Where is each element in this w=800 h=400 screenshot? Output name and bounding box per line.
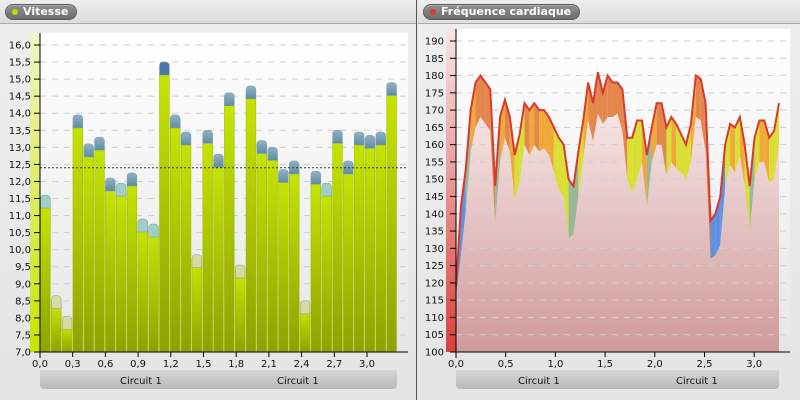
svg-text:1,5: 1,5: [196, 359, 212, 370]
svg-text:0,9: 0,9: [130, 359, 146, 370]
svg-text:0,3: 0,3: [65, 359, 81, 370]
heart-xaxis-band: [456, 370, 779, 389]
svg-text:10,5: 10,5: [9, 228, 31, 239]
svg-text:100: 100: [425, 348, 444, 359]
svg-text:120: 120: [425, 278, 444, 289]
speed-dot-icon: [12, 9, 18, 15]
svg-text:14,0: 14,0: [9, 109, 31, 120]
svg-text:14,5: 14,5: [9, 92, 31, 103]
svg-text:9,5: 9,5: [15, 262, 31, 273]
heart-group-label-2: Circuit 1: [676, 376, 718, 387]
heart-group-label-1: Circuit 1: [518, 376, 560, 387]
svg-text:155: 155: [425, 157, 444, 168]
svg-text:110: 110: [425, 313, 444, 324]
svg-text:11,0: 11,0: [9, 211, 31, 222]
svg-text:8,0: 8,0: [15, 313, 31, 324]
heart-title: Fréquence cardiaque: [441, 5, 572, 18]
speed-panel: Vitesse 7,0 7,5 8,0 8,5 9,0 9,5 10,0 10,5 11,0 11…: [0, 0, 417, 400]
svg-text:2,4: 2,4: [294, 359, 310, 370]
svg-text:3,0: 3,0: [359, 359, 375, 370]
heart-dot-icon: [430, 9, 436, 15]
svg-text:7,5: 7,5: [15, 330, 31, 341]
speed-group-label-1: Circuit 1: [120, 376, 162, 387]
svg-text:15,0: 15,0: [9, 75, 31, 86]
svg-text:175: 175: [425, 88, 444, 99]
heart-header: Fréquence cardiaque: [418, 0, 800, 24]
svg-text:150: 150: [425, 175, 444, 186]
svg-text:1,0: 1,0: [547, 359, 563, 370]
svg-text:180: 180: [425, 71, 444, 82]
speed-chart: 7,0 7,5 8,0 8,5 9,0 9,5 10,0 10,5 11,0 11,5 12,0 12…: [9, 33, 408, 370]
svg-text:0,5: 0,5: [498, 359, 514, 370]
svg-text:9,0: 9,0: [15, 279, 31, 290]
svg-text:8,5: 8,5: [15, 296, 31, 307]
svg-text:190: 190: [425, 37, 444, 48]
svg-text:0,0: 0,0: [448, 359, 464, 370]
svg-text:16,0: 16,0: [9, 41, 31, 52]
svg-text:140: 140: [425, 209, 444, 220]
svg-text:170: 170: [425, 106, 444, 117]
svg-text:165: 165: [425, 123, 444, 134]
svg-text:1,5: 1,5: [597, 359, 613, 370]
svg-text:145: 145: [425, 192, 444, 203]
svg-text:12,5: 12,5: [9, 160, 31, 171]
svg-text:13,5: 13,5: [9, 126, 31, 137]
svg-text:115: 115: [425, 296, 444, 307]
svg-text:12,0: 12,0: [9, 177, 31, 188]
svg-text:135: 135: [425, 227, 444, 238]
svg-text:11,5: 11,5: [9, 194, 31, 205]
svg-text:105: 105: [425, 330, 444, 341]
svg-text:2,0: 2,0: [647, 359, 663, 370]
svg-text:2,7: 2,7: [326, 359, 342, 370]
svg-text:160: 160: [425, 140, 444, 151]
svg-text:2,1: 2,1: [261, 359, 277, 370]
svg-text:3,0: 3,0: [746, 359, 762, 370]
svg-text:10,0: 10,0: [9, 245, 31, 256]
svg-text:125: 125: [425, 261, 444, 272]
heart-chart: 100 105 110 115 120 125 130 135 140 145 150 155 160 1…: [425, 29, 790, 370]
svg-text:0,0: 0,0: [32, 359, 48, 370]
heart-title-pill[interactable]: Fréquence cardiaque: [423, 4, 581, 20]
svg-text:7,0: 7,0: [15, 348, 31, 359]
speed-header: Vitesse: [0, 0, 416, 24]
svg-text:13,0: 13,0: [9, 143, 31, 154]
speed-group-label-2: Circuit 1: [277, 376, 319, 387]
svg-text:130: 130: [425, 244, 444, 255]
svg-text:15,5: 15,5: [9, 58, 31, 69]
speed-xaxis-band: [40, 370, 397, 389]
speed-title: Vitesse: [23, 5, 69, 18]
speed-title-pill[interactable]: Vitesse: [5, 4, 78, 20]
svg-text:0,6: 0,6: [97, 359, 113, 370]
heart-panel: Fréquence cardiaque 100 105 110 115 120 125 13…: [418, 0, 800, 400]
svg-text:1,2: 1,2: [163, 359, 179, 370]
svg-text:185: 185: [425, 54, 444, 65]
svg-text:2,5: 2,5: [697, 359, 713, 370]
svg-text:1,8: 1,8: [228, 359, 244, 370]
